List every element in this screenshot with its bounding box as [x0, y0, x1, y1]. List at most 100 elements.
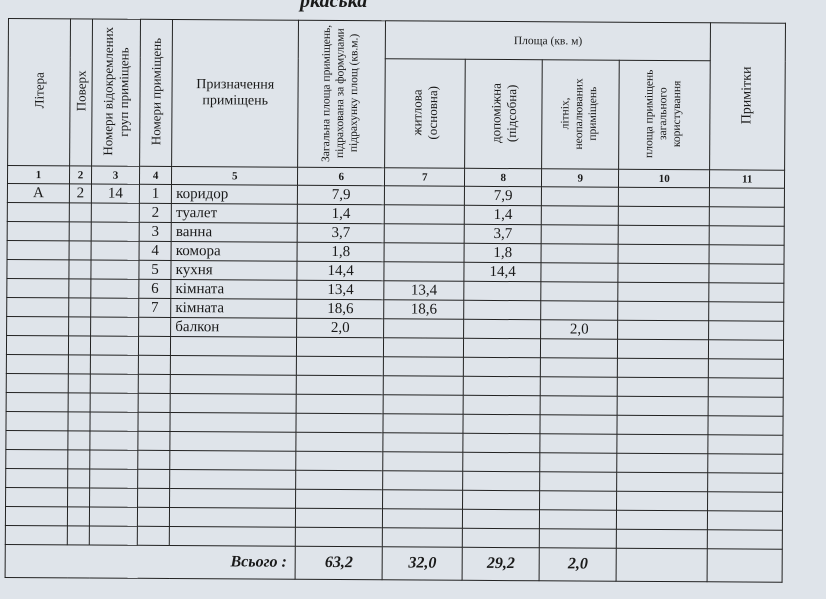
empty-cell [708, 358, 784, 379]
empty-cell [89, 488, 138, 508]
empty-cell [5, 506, 68, 526]
empty-cell [6, 373, 69, 393]
header-auxiliary: допоміжна (підсобна) [464, 59, 543, 169]
empty-cell [383, 394, 464, 415]
cell-c5: кімната [170, 298, 297, 319]
cell-c10 [618, 187, 710, 207]
column-number: 7 [384, 167, 465, 187]
empty-cell [617, 358, 709, 378]
empty-cell [5, 411, 69, 431]
empty-cell [296, 337, 384, 357]
cell-c9 [541, 205, 619, 226]
header-notes: Примітки [709, 22, 786, 171]
empty-cell [68, 373, 91, 394]
empty-cell [296, 375, 384, 395]
empty-cell [617, 396, 709, 416]
empty-cell [67, 525, 90, 546]
empty-cell [295, 489, 383, 509]
empty-cell [539, 452, 618, 473]
empty-cell [295, 527, 383, 547]
empty-cell [463, 338, 541, 358]
empty-cell [6, 354, 69, 374]
empty-cell [616, 453, 709, 473]
header-letter: Літера [7, 18, 71, 166]
empty-cell [382, 489, 463, 510]
empty-cell [90, 336, 139, 356]
empty-cell [137, 469, 170, 489]
empty-cell [617, 415, 709, 435]
empty-cell [169, 488, 296, 509]
cell-c3 [90, 279, 139, 299]
empty-cell [540, 414, 618, 435]
cell-c4: 1 [139, 184, 172, 204]
cell-c5: ванна [171, 222, 298, 243]
column-number: 4 [139, 166, 172, 185]
cell-c6: 2,0 [296, 318, 384, 338]
empty-cell [170, 374, 297, 395]
empty-cell [169, 526, 296, 547]
cell-c10 [618, 225, 710, 245]
cell-c4: 7 [138, 298, 171, 318]
cell-c10 [618, 263, 710, 283]
empty-cell [137, 488, 170, 508]
empty-cell [540, 376, 618, 397]
cell-c7: 18,6 [383, 299, 464, 320]
empty-cell [169, 507, 296, 528]
cell-c8: 3,7 [464, 224, 542, 244]
empty-cell [383, 375, 464, 396]
column-number: 8 [464, 168, 542, 187]
cell-c2 [69, 221, 92, 242]
empty-cell [383, 337, 464, 358]
cell-c9 [541, 186, 619, 207]
empty-cell [617, 434, 709, 454]
empty-cell [67, 411, 91, 432]
empty-cell [540, 357, 618, 378]
cell-c2: 2 [69, 183, 92, 204]
room-area-table: Літера Поверх Номери відокремлених груп … [5, 18, 787, 583]
cell-c5: коридор [171, 184, 298, 205]
cell-c8: 1,8 [464, 243, 542, 263]
cell-c1 [6, 316, 69, 336]
empty-cell [382, 470, 463, 491]
empty-cell [383, 413, 464, 434]
cell-c9 [541, 224, 619, 245]
cell-c6: 13,4 [296, 280, 385, 300]
empty-cell [137, 431, 171, 451]
cell-c10 [618, 206, 710, 226]
total-living: 32,0 [382, 546, 463, 581]
empty-cell [89, 526, 138, 546]
empty-cell [170, 393, 297, 414]
empty-cell [463, 433, 541, 453]
empty-cell [707, 529, 783, 550]
empty-cell [170, 431, 297, 452]
cell-c11 [709, 263, 785, 284]
empty-cell [89, 469, 138, 489]
header-area-group: Площа (кв. м) [385, 20, 711, 61]
cell-c11 [709, 244, 785, 265]
cell-c1 [7, 240, 70, 260]
cell-c3 [90, 260, 140, 280]
empty-cell [67, 430, 90, 451]
cell-c11 [708, 282, 785, 303]
cell-c8 [463, 319, 541, 339]
cell-c5: комора [171, 241, 298, 262]
cell-c2 [68, 297, 91, 318]
column-number: 6 [297, 167, 385, 186]
cell-c2 [68, 278, 91, 299]
empty-cell [540, 338, 618, 359]
cell-c7 [384, 242, 465, 263]
empty-cell [138, 336, 171, 356]
cell-c11 [709, 225, 785, 246]
empty-cell [89, 412, 139, 432]
column-number: 2 [69, 165, 92, 185]
empty-cell [707, 472, 783, 493]
header-room-numbers: Номери приміщень [139, 19, 173, 167]
empty-cell [462, 509, 540, 529]
empty-cell [296, 413, 384, 433]
empty-cell [540, 433, 618, 454]
cell-c6: 1,4 [297, 204, 385, 224]
cell-c6: 3,7 [297, 223, 385, 243]
empty-cell [462, 471, 540, 491]
empty-cell [170, 412, 297, 433]
cell-c9 [540, 281, 619, 302]
